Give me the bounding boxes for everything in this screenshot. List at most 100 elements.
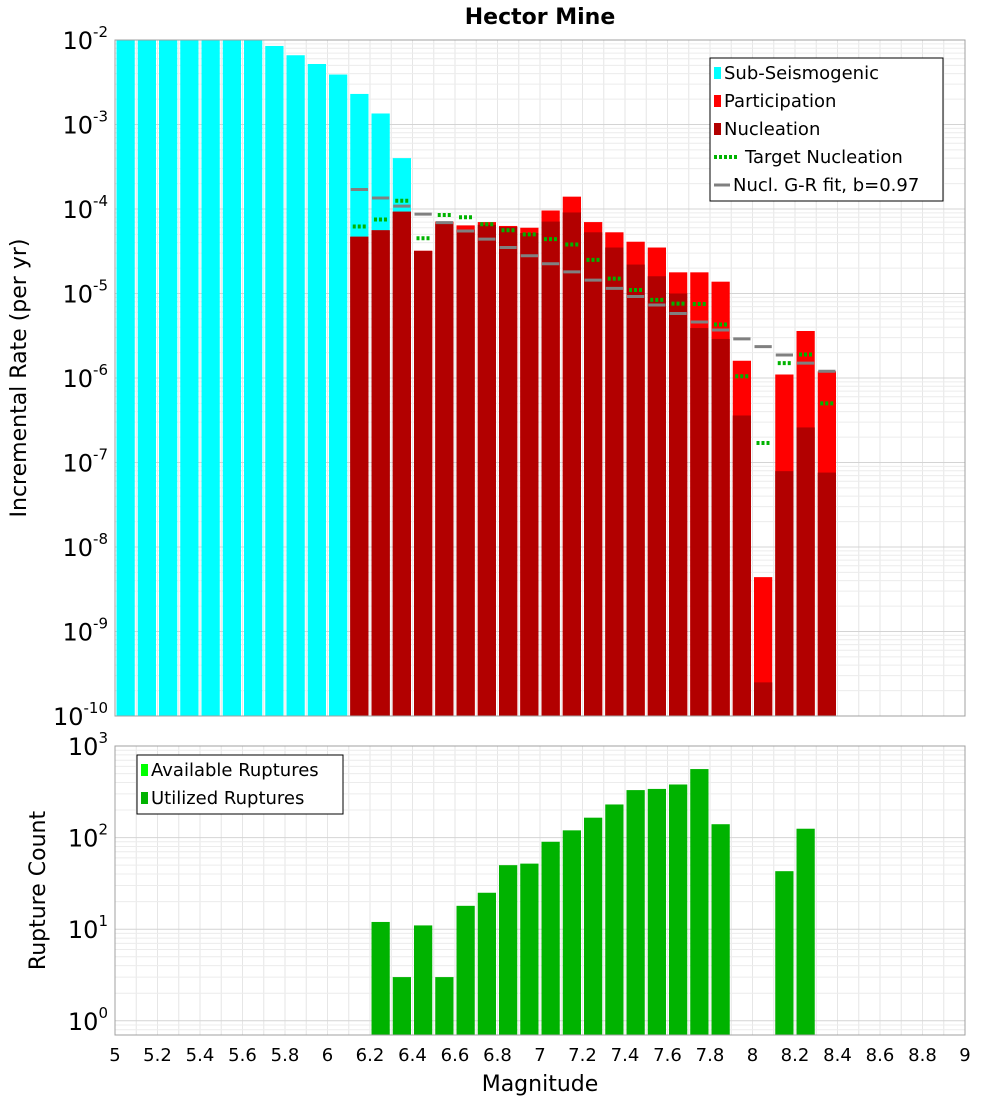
x-tick-label: 7.2 <box>568 1045 597 1066</box>
bar-utilized-ruptures <box>477 892 496 1035</box>
bar-nucleation <box>711 338 730 716</box>
y-tick-base: 10 <box>53 703 84 731</box>
bar-nucleation <box>754 682 773 716</box>
y-tick-exponent: -9 <box>93 615 108 633</box>
bar-utilized-ruptures <box>796 828 815 1035</box>
bar-sub-seismogenic <box>201 40 220 716</box>
legend-label: Nucleation <box>724 119 820 140</box>
x-tick-label: 8 <box>747 1045 758 1066</box>
y-tick-base: 10 <box>62 619 93 647</box>
y-tick-base: 10 <box>62 112 93 140</box>
bar-sub-seismogenic <box>329 74 348 716</box>
bar-nucleation <box>562 212 581 716</box>
x-tick-label: 5.8 <box>271 1045 300 1066</box>
y-axis-label: Incremental Rate (per yr) <box>7 239 32 518</box>
y-tick-exponent: -2 <box>93 23 108 41</box>
y-tick-base: 10 <box>62 281 93 309</box>
y-tick-exponent: -6 <box>93 361 108 379</box>
y-tick-base: 10 <box>68 733 99 761</box>
x-tick-label: 5.4 <box>186 1045 215 1066</box>
y-tick-label: 100 <box>68 1004 108 1036</box>
bar-sub-seismogenic <box>286 55 305 717</box>
bar-nucleation <box>775 471 794 716</box>
y-tick-base: 10 <box>68 825 99 853</box>
bar-participation <box>754 577 773 716</box>
x-tick-label: 9 <box>959 1045 970 1066</box>
legend-swatch <box>714 95 721 107</box>
legend-swatch <box>714 67 721 79</box>
bar-nucleation <box>732 415 751 716</box>
y-tick-exponent: -3 <box>93 108 108 126</box>
bar-utilized-ruptures <box>711 824 730 1035</box>
bar-utilized-ruptures <box>435 977 454 1035</box>
bar-nucleation <box>796 427 815 716</box>
bar-utilized-ruptures <box>647 788 666 1035</box>
x-tick-label: 6 <box>322 1045 333 1066</box>
bar-nucleation <box>605 247 624 716</box>
bar-sub-seismogenic <box>307 63 326 716</box>
bar-sub-seismogenic <box>244 40 263 716</box>
x-tick-label: 8.8 <box>908 1045 937 1066</box>
x-axis-label: Magnitude <box>482 1072 599 1097</box>
y-tick-label: 10-5 <box>62 277 108 309</box>
legend-label: Available Ruptures <box>151 760 319 781</box>
y-tick-label: 10-9 <box>62 615 108 647</box>
bar-utilized-ruptures <box>456 905 475 1035</box>
y-tick-exponent: -7 <box>93 446 108 464</box>
bar-utilized-ruptures <box>626 790 645 1035</box>
x-tick-label: 7.6 <box>653 1045 682 1066</box>
x-tick-label: 6.2 <box>356 1045 385 1066</box>
bar-sub-seismogenic <box>265 45 284 716</box>
legend-label: Participation <box>724 91 836 112</box>
bar-nucleation <box>669 293 688 716</box>
bar-nucleation <box>350 236 369 716</box>
y-tick-label: 10-10 <box>53 699 108 731</box>
bar-sub-seismogenic <box>180 40 199 716</box>
x-tick-label: 8.6 <box>866 1045 895 1066</box>
y-tick-label: 101 <box>68 912 108 944</box>
legend-swatch <box>141 764 148 776</box>
y-tick-label: 10-7 <box>62 446 108 478</box>
x-tick-label: 8.2 <box>781 1045 810 1066</box>
legend-swatch <box>714 123 721 135</box>
bar-utilized-ruptures <box>775 871 794 1035</box>
bar-sub-seismogenic <box>137 40 156 716</box>
y-tick-exponent: 2 <box>98 821 108 839</box>
x-tick-label: 6.8 <box>483 1045 512 1066</box>
bar-utilized-ruptures <box>414 925 433 1035</box>
x-tick-label: 5.2 <box>143 1045 172 1066</box>
y-tick-base: 10 <box>62 365 93 393</box>
bar-utilized-ruptures <box>669 784 688 1035</box>
bar-utilized-ruptures <box>541 841 560 1035</box>
y-tick-exponent: -4 <box>93 192 108 210</box>
bar-sub-seismogenic <box>222 40 241 716</box>
x-tick-label: 5 <box>109 1045 120 1066</box>
y-tick-base: 10 <box>68 916 99 944</box>
bar-utilized-ruptures <box>392 977 411 1035</box>
y-tick-base: 10 <box>62 534 93 562</box>
y-tick-label: 10-2 <box>62 23 108 55</box>
y-tick-label: 103 <box>68 729 108 761</box>
legend-box <box>136 754 344 815</box>
y-tick-base: 10 <box>62 450 93 478</box>
bar-nucleation <box>477 224 496 716</box>
x-tick-label: 7 <box>534 1045 545 1066</box>
y-tick-base: 10 <box>68 1008 99 1036</box>
bar-nucleation <box>817 472 836 716</box>
bar-nucleation <box>456 229 475 716</box>
bar-utilized-ruptures <box>520 863 539 1035</box>
bar-sub-seismogenic <box>116 40 135 716</box>
y-tick-base: 10 <box>62 27 93 55</box>
bar-nucleation <box>520 232 539 716</box>
y-tick-label: 10-8 <box>62 530 108 562</box>
bar-nucleation <box>392 211 411 716</box>
x-tick-label: 8.4 <box>823 1045 852 1066</box>
bar-nucleation <box>414 250 433 716</box>
bar-nucleation <box>690 328 709 716</box>
bar-nucleation <box>435 223 454 716</box>
y-tick-exponent: 3 <box>98 729 108 747</box>
chart-title: Hector Mine <box>465 5 616 30</box>
bar-utilized-ruptures <box>562 830 581 1035</box>
